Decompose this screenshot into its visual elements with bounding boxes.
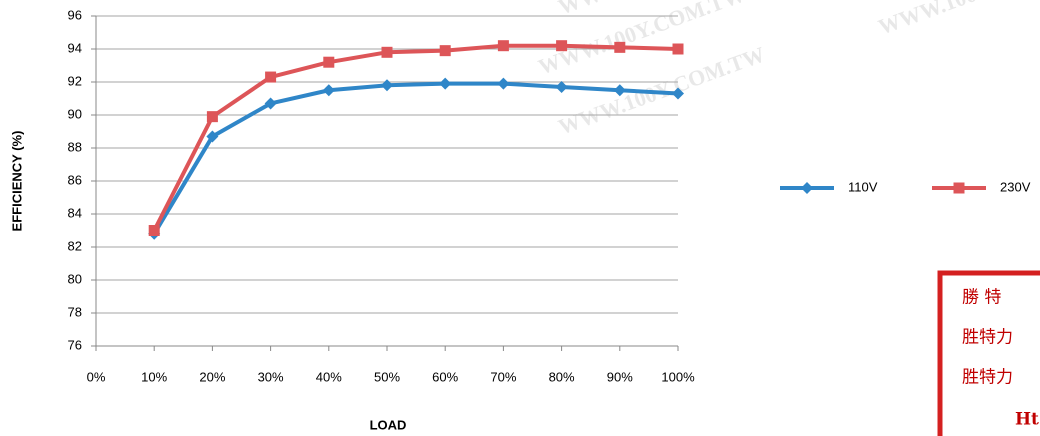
x-tick-label: 80% (549, 369, 575, 384)
x-tick-label: 40% (316, 369, 342, 384)
marker (381, 46, 393, 58)
series-line (152, 43, 679, 232)
x-tick-label: 70% (490, 369, 516, 384)
y-tick-label: 88 (68, 139, 82, 154)
series-line (152, 81, 679, 235)
marker (439, 77, 452, 90)
marker (953, 182, 965, 194)
marker (497, 40, 509, 52)
marker (555, 80, 568, 93)
stamp-box (937, 270, 1040, 436)
y-tick-label: 84 (68, 205, 82, 220)
x-axis-label: LOAD (370, 417, 407, 432)
x-tick-label: 20% (199, 369, 225, 384)
y-tick-label: 80 (68, 271, 82, 286)
y-tick-label: 76 (68, 337, 82, 352)
marker (801, 182, 813, 194)
x-tick-label: 10% (141, 369, 167, 384)
y-tick-label: 90 (68, 106, 82, 121)
x-tick-label: 60% (432, 369, 458, 384)
marker (206, 111, 218, 123)
marker (264, 97, 277, 110)
legend-label: 230V (1000, 179, 1031, 194)
x-tick-label: 90% (607, 369, 633, 384)
stamp-text: Ht (1015, 410, 1039, 430)
y-tick-label: 96 (68, 7, 82, 22)
stamp-text: 胜特力 (962, 328, 1013, 348)
watermark: WWW.100Y.COM.TW (875, 0, 1040, 39)
marker (265, 71, 277, 83)
watermark-layer: WWW.100Y.COM.TW WWW.100Y.COM.TW WWW.100Y… (535, 0, 1040, 139)
y-axis-label: EFFICIENCY (%) (9, 131, 24, 232)
marker (614, 41, 626, 53)
marker (556, 40, 568, 52)
y-tick-label: 82 (68, 238, 82, 253)
x-tick-label: 50% (374, 369, 400, 384)
y-tick-label: 86 (68, 172, 82, 187)
marker (613, 84, 626, 97)
marker (148, 225, 160, 236)
stamp-text: 勝 特 (962, 288, 1001, 308)
marker (439, 45, 451, 57)
stamp-text: 胜特力 (962, 368, 1013, 388)
marker (206, 130, 219, 143)
y-tick-label: 78 (68, 304, 82, 319)
x-tick-label: 100% (661, 369, 695, 384)
x-tick-label: 0% (87, 369, 106, 384)
legend-label: 110V (848, 179, 878, 194)
marker (672, 87, 684, 100)
y-tick-label: 94 (68, 40, 82, 55)
y-tick-label: 92 (68, 73, 82, 88)
marker (381, 79, 393, 92)
x-tick-label: 30% (258, 369, 284, 384)
marker (322, 84, 335, 97)
marker (497, 77, 510, 90)
marker (323, 56, 335, 68)
marker (672, 43, 684, 55)
